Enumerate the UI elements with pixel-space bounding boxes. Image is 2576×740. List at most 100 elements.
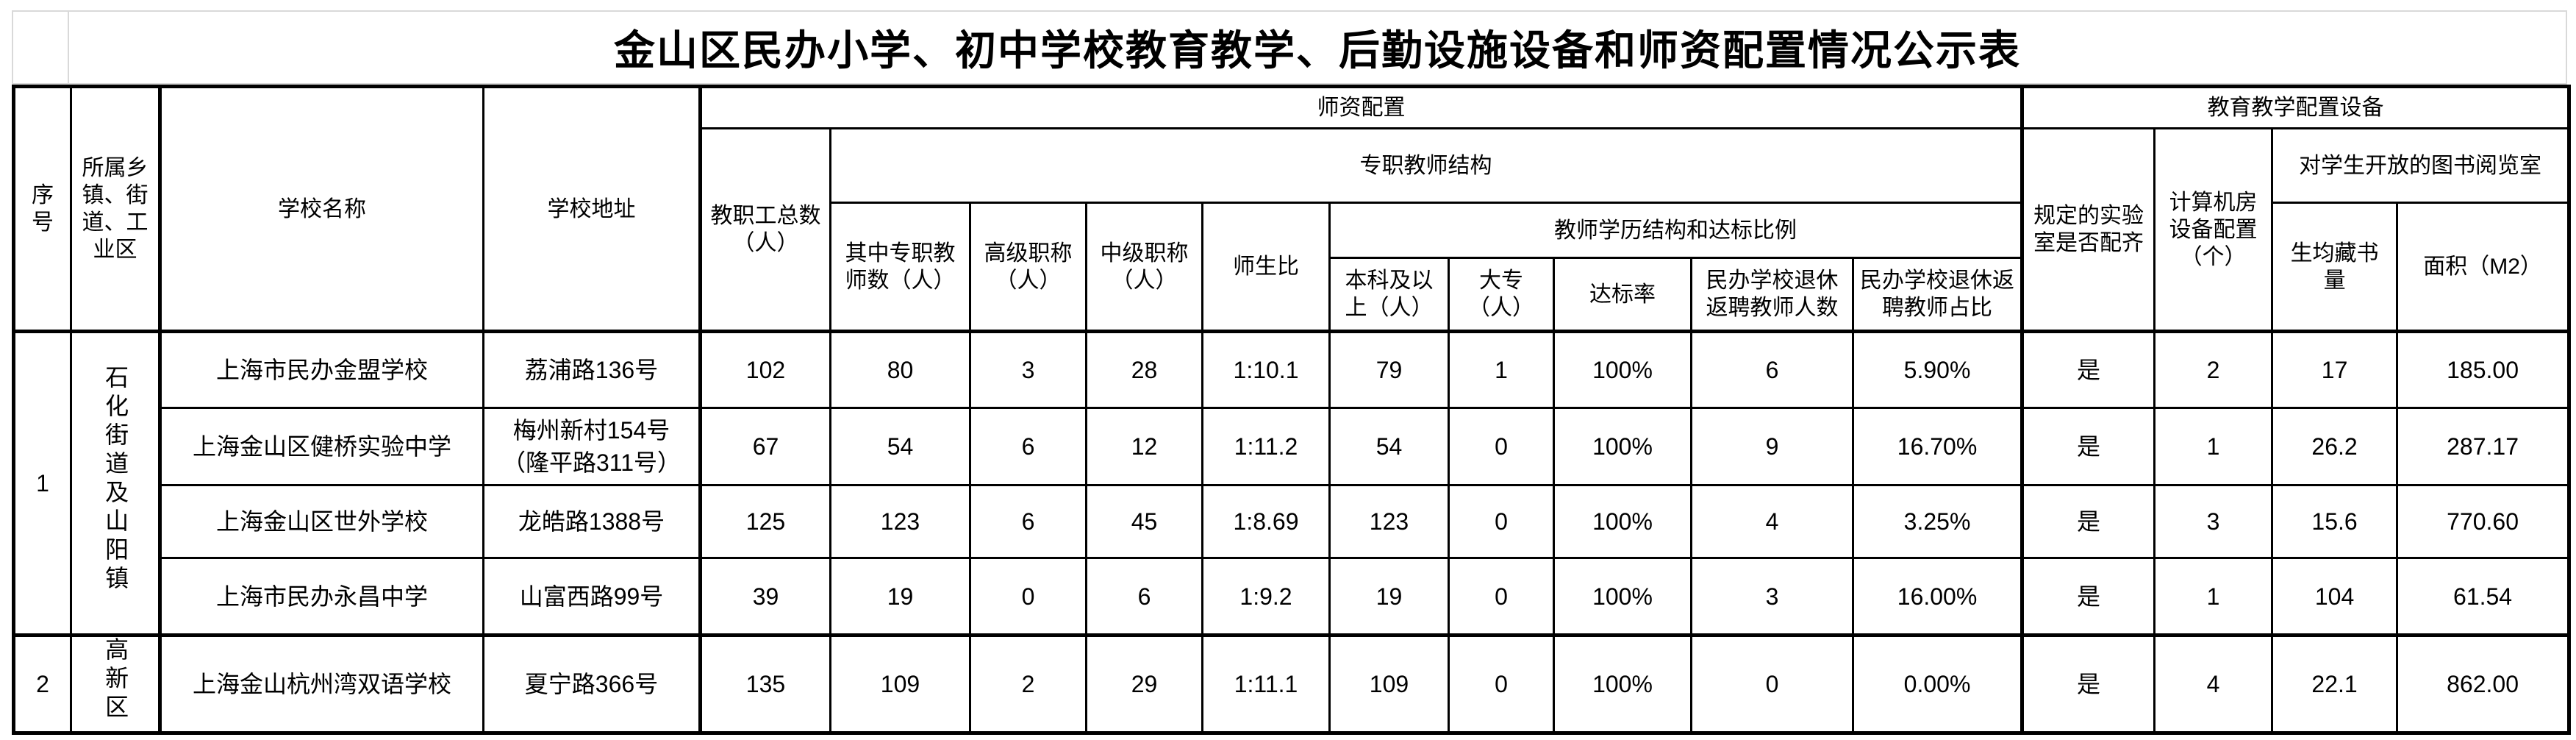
cell-bachelor: 79	[1328, 330, 1450, 409]
col-header-bachelor: 本科及以 上（人）	[1328, 257, 1450, 332]
col-header-senior-title: 高级职称 （人）	[969, 202, 1087, 332]
cell-middle-title: 6	[1085, 557, 1203, 636]
col-header-books-per-student: 生均藏书 量	[2271, 202, 2399, 332]
cell-retiree-ratio: 16.00%	[1851, 557, 2025, 636]
table-body: 1 石化街道及山阳镇 上海市民办金盟学校 荔浦路136号 102 80 3 28…	[12, 330, 2571, 734]
cell-ratio: 1:10.1	[1201, 330, 1331, 409]
cell-area: 862.00	[2396, 633, 2571, 734]
cell-senior-title: 6	[969, 407, 1087, 486]
group-seq-cell: 1	[12, 330, 72, 636]
cell-school-address: 龙皓路1388号	[482, 484, 702, 559]
table-row: 上海金山区世外学校 龙皓路1388号 125 123 6 45 1:8.69 1…	[14, 484, 2571, 559]
table-row: 1 石化街道及山阳镇 上海市民办金盟学校 荔浦路136号 102 80 3 28…	[12, 330, 2571, 636]
col-header-district: 所属乡 镇、街 道、工 业区	[70, 85, 162, 332]
col-header-middle-title: 中级职称 （人）	[1085, 202, 1203, 332]
cell-retiree-ratio: 3.25%	[1851, 484, 2025, 559]
section-header-fulltime-structure: 专职教师结构	[829, 127, 2025, 204]
cell-retiree-count: 6	[1690, 330, 1854, 409]
cell-senior-title: 0	[969, 557, 1087, 636]
col-header-computer-room: 计算机房 设备配置 （个）	[2153, 127, 2274, 332]
cell-ratio: 1:9.2	[1201, 557, 1331, 636]
cell-fulltime-count: 123	[829, 484, 971, 559]
cell-pass-rate: 100%	[1553, 484, 1692, 559]
cell-retiree-ratio: 5.90%	[1851, 330, 2025, 409]
cell-school-address: 梅州新村154号（隆平路311号）	[482, 407, 702, 486]
cell-books-per-student: 104	[2271, 557, 2399, 636]
cell-lab-equipped: 是	[2021, 407, 2156, 486]
cell-computer-room: 1	[2153, 407, 2274, 486]
cell-ratio: 1:11.1	[1201, 633, 1331, 734]
cell-computer-room: 4	[2153, 633, 2274, 734]
cell-computer-room: 2	[2153, 330, 2274, 409]
cell-ratio: 1:8.69	[1201, 484, 1331, 559]
col-header-area: 面积（M2）	[2396, 202, 2571, 332]
cell-fulltime-count: 19	[829, 557, 971, 636]
cell-fulltime-count: 54	[829, 407, 971, 486]
col-header-school-address: 学校地址	[482, 85, 702, 332]
cell-school-name: 上海市民办永昌中学	[159, 557, 484, 636]
col-header-school-name: 学校名称	[159, 85, 484, 332]
title-spacer-cell	[12, 10, 69, 85]
group-district-label: 高新区	[102, 637, 129, 724]
cell-retiree-count: 0	[1690, 633, 1854, 734]
group-district-label: 石化街道及山阳镇	[102, 364, 129, 594]
cell-total-staff: 39	[699, 557, 831, 636]
cell-retiree-ratio: 0.00%	[1851, 633, 2025, 734]
table-row: 上海金山区健桥实验中学 梅州新村154号（隆平路311号） 67 54 6 12…	[14, 407, 2571, 486]
cell-senior-title: 2	[969, 633, 1087, 734]
cell-area: 61.54	[2396, 557, 2571, 636]
col-header-ratio: 师生比	[1201, 202, 1331, 332]
table-row: 2 高新区 上海金山杭州湾双语学校 夏宁路366号 135 109 2 29 1…	[12, 633, 2571, 734]
cell-total-staff: 102	[699, 330, 831, 409]
cell-total-staff: 135	[699, 633, 831, 734]
cell-school-name: 上海金山区健桥实验中学	[159, 407, 484, 486]
cell-retiree-ratio: 16.70%	[1851, 407, 2025, 486]
cell-books-per-student: 22.1	[2271, 633, 2399, 734]
cell-middle-title: 45	[1085, 484, 1203, 559]
section-header-faculty: 师资配置	[698, 85, 2025, 129]
cell-computer-room: 1	[2153, 557, 2274, 636]
cell-retiree-count: 4	[1690, 484, 1854, 559]
cell-pass-rate: 100%	[1553, 330, 1692, 409]
cell-senior-title: 6	[969, 484, 1087, 559]
cell-total-staff: 67	[699, 407, 831, 486]
section-header-equipment: 教育教学配置设备	[2021, 85, 2571, 129]
cell-bachelor: 19	[1328, 557, 1450, 636]
cell-bachelor: 109	[1328, 633, 1450, 734]
cell-fulltime-count: 80	[829, 330, 971, 409]
cell-school-address: 荔浦路136号	[482, 330, 702, 409]
cell-books-per-student: 15.6	[2271, 484, 2399, 559]
col-header-retiree-ratio: 民办学校退休返 聘教师占比	[1851, 257, 2025, 332]
cell-middle-title: 28	[1085, 330, 1203, 409]
cell-college: 0	[1448, 633, 1555, 734]
col-header-fulltime-count: 其中专职教 师数（人）	[829, 202, 971, 332]
col-header-total-staff: 教职工总数 （人）	[699, 127, 831, 332]
section-header-edu-structure: 教师学历结构和达标比例	[1328, 202, 2025, 259]
cell-books-per-student: 26.2	[2271, 407, 2399, 486]
header-row-1: 序号 所属乡 镇、街 道、工 业区 学校名称 学校地址 师资配置 教育教学配置设…	[12, 85, 2571, 332]
cell-pass-rate: 100%	[1553, 557, 1692, 636]
title-row: 金山区民办小学、初中学校教育教学、后勤设施设备和师资配置情况公示表	[12, 10, 2567, 85]
col-header-lab-equipped: 规定的实验 室是否配齐	[2021, 127, 2156, 332]
cell-school-address: 山富西路99号	[482, 557, 702, 636]
cell-college: 1	[1448, 330, 1555, 409]
schools-table: 序号 所属乡 镇、街 道、工 业区 学校名称 学校地址 师资配置 教育教学配置设…	[12, 85, 2572, 735]
cell-college: 0	[1448, 484, 1555, 559]
col-header-retiree-count: 民办学校退休 返聘教师人数	[1690, 257, 1854, 332]
cell-college: 0	[1448, 407, 1555, 486]
group-seq-cell: 2	[12, 633, 72, 734]
group-district-cell: 高新区	[70, 633, 162, 734]
cell-lab-equipped: 是	[2021, 557, 2156, 636]
table-header: 序号 所属乡 镇、街 道、工 业区 学校名称 学校地址 师资配置 教育教学配置设…	[12, 85, 2571, 332]
cell-pass-rate: 100%	[1553, 407, 1692, 486]
cell-middle-title: 12	[1085, 407, 1203, 486]
col-header-seq: 序号	[12, 85, 72, 332]
cell-lab-equipped: 是	[2021, 633, 2156, 734]
col-header-pass-rate: 达标率	[1553, 257, 1692, 332]
cell-area: 287.17	[2396, 407, 2571, 486]
cell-school-name: 上海市民办金盟学校	[159, 330, 484, 409]
header-row-3: 其中专职教 师数（人） 高级职称 （人） 中级职称 （人） 师生比 教师学历结构…	[14, 202, 2571, 332]
cell-area: 770.60	[2396, 484, 2571, 559]
cell-computer-room: 3	[2153, 484, 2274, 559]
